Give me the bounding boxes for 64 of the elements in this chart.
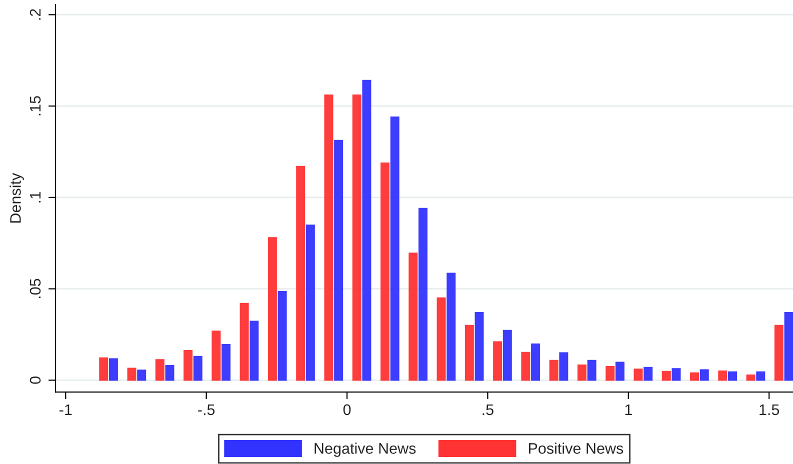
bar	[446, 272, 456, 381]
bar	[746, 374, 756, 381]
bar	[662, 370, 671, 381]
bar	[718, 370, 728, 381]
bar	[690, 372, 700, 381]
y-axis-title: Density	[10, 172, 24, 223]
y-tick-label: .2	[30, 9, 41, 20]
y-tick-label: .15	[30, 96, 41, 116]
bar	[756, 371, 766, 381]
x-tick-label: -1	[60, 404, 72, 415]
bar	[278, 291, 287, 381]
bar	[464, 324, 474, 381]
bar	[418, 208, 428, 381]
bar	[324, 94, 334, 381]
bar	[362, 80, 372, 381]
bar	[634, 368, 643, 381]
bar	[474, 312, 484, 381]
legend-label: Negative News	[314, 442, 416, 457]
x-tick-label: -.5	[198, 404, 215, 416]
bar	[700, 369, 709, 381]
bar	[644, 366, 653, 381]
bar	[728, 371, 737, 381]
bar	[615, 362, 624, 381]
bar	[184, 350, 193, 381]
x-tick-label: .5	[482, 404, 494, 416]
bar	[296, 166, 306, 381]
x-tick-label: 1.5	[760, 404, 780, 416]
bar	[577, 364, 586, 381]
bar	[549, 360, 558, 381]
bar	[108, 358, 118, 381]
bar	[436, 297, 446, 381]
bar	[165, 365, 174, 381]
bar	[559, 352, 568, 381]
bar	[380, 162, 390, 381]
bar	[334, 140, 344, 381]
bar	[390, 116, 400, 381]
bar	[587, 360, 596, 381]
bar	[352, 94, 362, 381]
bar	[155, 359, 164, 381]
bar	[531, 343, 540, 381]
bar	[774, 324, 784, 381]
bar	[493, 341, 502, 381]
bar	[502, 330, 512, 381]
bar	[193, 356, 202, 381]
bar	[408, 252, 418, 381]
y-tick-label: .05	[30, 278, 41, 298]
bar	[137, 370, 146, 381]
bar	[99, 357, 108, 381]
bar	[268, 237, 277, 381]
bar	[306, 224, 315, 381]
y-tick-label: .1	[30, 192, 41, 202]
y-tick-label: 0	[30, 376, 41, 384]
legend-label: Positive News	[528, 442, 624, 454]
bar	[250, 320, 259, 381]
bar	[521, 352, 530, 381]
x-tick-label: 0	[343, 404, 351, 416]
bar	[127, 368, 136, 381]
bar	[212, 330, 221, 381]
bar	[784, 312, 793, 381]
bar	[606, 366, 615, 381]
x-tick-label: 1	[625, 404, 632, 415]
bar	[672, 368, 681, 381]
bar	[240, 302, 249, 381]
bar	[222, 344, 231, 381]
